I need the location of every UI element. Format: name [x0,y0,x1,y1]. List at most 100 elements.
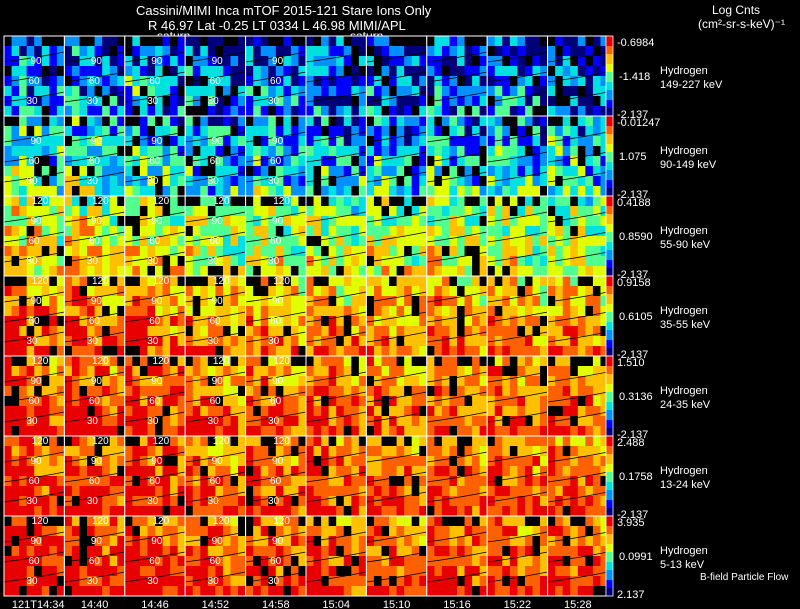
heatmap-cell [502,276,511,287]
heatmap-cell [577,326,586,337]
heatmap-cell [494,316,503,327]
heatmap-cell [411,266,420,277]
heatmap-cell [117,96,126,107]
heatmap-cell [170,366,178,377]
heatmap-cell [109,146,118,157]
heatmap-cell [253,526,261,537]
heatmap-cell [102,356,110,367]
heatmap-cell [139,46,148,57]
colorbar-segment [606,300,613,303]
heatmap-cell [215,426,224,437]
colorbar-segment [606,282,613,285]
heatmap-cell [358,496,367,507]
colorbar-segment [606,492,613,495]
heatmap-cell [238,166,246,177]
heatmap-cell [381,96,390,107]
heatmap-cell [192,376,201,387]
heatmap-cell [464,56,473,67]
heatmap-cell [464,216,473,227]
heatmap-cell [464,116,473,127]
heatmap-cell [373,566,382,577]
heatmap-cell [71,346,80,357]
heatmap-cell [34,506,43,517]
heatmap-cell [509,346,518,357]
heatmap-cell [396,566,405,577]
colorbar-segment [606,318,613,321]
heatmap-cell [600,446,609,457]
pitch-angle-contour [366,251,427,263]
heatmap-cell [540,296,548,307]
heatmap-cell [290,126,299,137]
colorbar-segment [606,260,613,263]
heatmap-cell [64,276,73,287]
heatmap-cell [509,246,518,257]
heatmap-cell [577,266,586,277]
heatmap-cell [117,126,126,137]
heatmap-cell [351,216,360,227]
heatmap-cell [472,66,480,77]
heatmap-cell [502,226,511,237]
heatmap-cell [592,66,601,77]
heatmap-cell [562,366,571,377]
heatmap-cell [449,216,458,227]
heatmap-cell [540,336,548,347]
pitch-angle-contour [3,51,65,63]
heatmap-cell [592,136,601,147]
heatmap-cell [109,156,118,167]
colorbar-segment [606,432,613,435]
heatmap-cell [306,366,314,377]
heatmap-cell [479,236,488,247]
heatmap-cell [147,96,156,107]
pitch-angle-contour [3,551,65,563]
heatmap-cell [502,36,511,47]
heatmap-cell [306,406,314,417]
heatmap-cell [71,366,80,377]
heatmap-cell [592,456,601,467]
contour-label: 90 [272,216,284,227]
heatmap-cell [426,66,435,77]
heatmap-cell [147,156,156,167]
heatmap-cell [41,176,50,187]
heatmap-cell [351,396,360,407]
heatmap-cell [245,86,254,97]
heatmap-cell [343,96,352,107]
colorbar-segment [606,164,613,167]
heatmap-cell [222,286,231,297]
heatmap-cell [577,96,586,107]
heatmap-cell [109,336,118,347]
colorbar-segment [606,294,613,297]
heatmap-cell [49,426,58,437]
contour-label: 30 [208,496,220,507]
heatmap-cell [570,366,579,377]
heatmap-cell [230,436,239,447]
heatmap-cell [170,356,178,367]
heatmap-cell [494,326,503,337]
colorbar-segment [606,248,613,251]
colorbar-segment [606,132,613,135]
heatmap-cell [351,166,360,177]
contour-label: 90 [212,456,224,467]
heatmap-cell [472,446,480,457]
heatmap-cell [87,76,95,87]
heatmap-cell [449,446,458,457]
heatmap-cell [26,426,35,437]
heatmap-cell [479,66,488,77]
heatmap-cell [585,146,594,157]
heatmap-cell [230,336,239,347]
heatmap-cell [411,106,420,117]
heatmap-cell [162,126,171,137]
heatmap-cell [562,216,571,227]
heatmap-cell [411,206,420,217]
heatmap-cell [41,96,50,107]
heatmap-cell [479,56,488,67]
heatmap-cell [585,176,594,187]
heatmap-cell [11,156,20,167]
heatmap-cell [328,526,337,537]
heatmap-cell [245,46,254,57]
heatmap-cell [577,126,586,137]
heatmap-cell [215,206,224,217]
heatmap-cell [343,546,352,557]
heatmap-cell [472,136,480,147]
heatmap-cell [464,366,473,377]
heatmap-cell [411,386,420,397]
